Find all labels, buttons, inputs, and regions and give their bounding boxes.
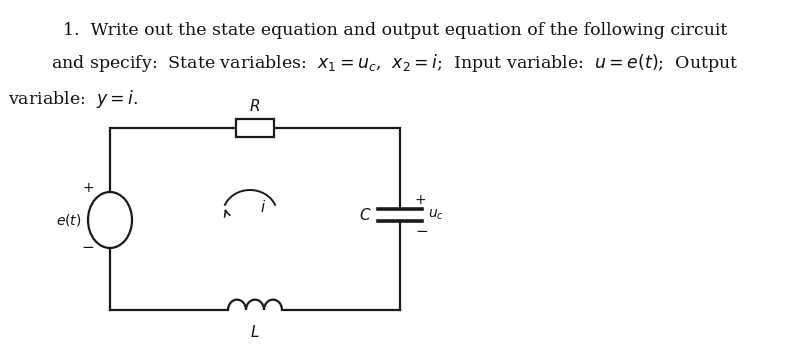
Text: and specify:  State variables:  $x_1 = u_c$,  $x_2 = i$;  Input variable:  $u = : and specify: State variables: $x_1 = u_c…	[51, 52, 739, 74]
Text: +: +	[82, 181, 94, 195]
Text: $u_c$: $u_c$	[428, 208, 444, 222]
Text: variable:  $y = i$.: variable: $y = i$.	[8, 88, 138, 110]
Text: $L$: $L$	[250, 324, 259, 340]
Text: $e(t)$: $e(t)$	[56, 212, 82, 228]
Text: −: −	[81, 240, 94, 256]
Text: −: −	[415, 224, 428, 240]
Text: 1.  Write out the state equation and output equation of the following circuit: 1. Write out the state equation and outp…	[62, 22, 727, 39]
Bar	[236, 119, 274, 137]
Text: $C$: $C$	[359, 207, 372, 223]
Text: +: +	[415, 193, 426, 207]
Text: $R$: $R$	[249, 98, 260, 114]
Text: $i$: $i$	[260, 199, 266, 215]
